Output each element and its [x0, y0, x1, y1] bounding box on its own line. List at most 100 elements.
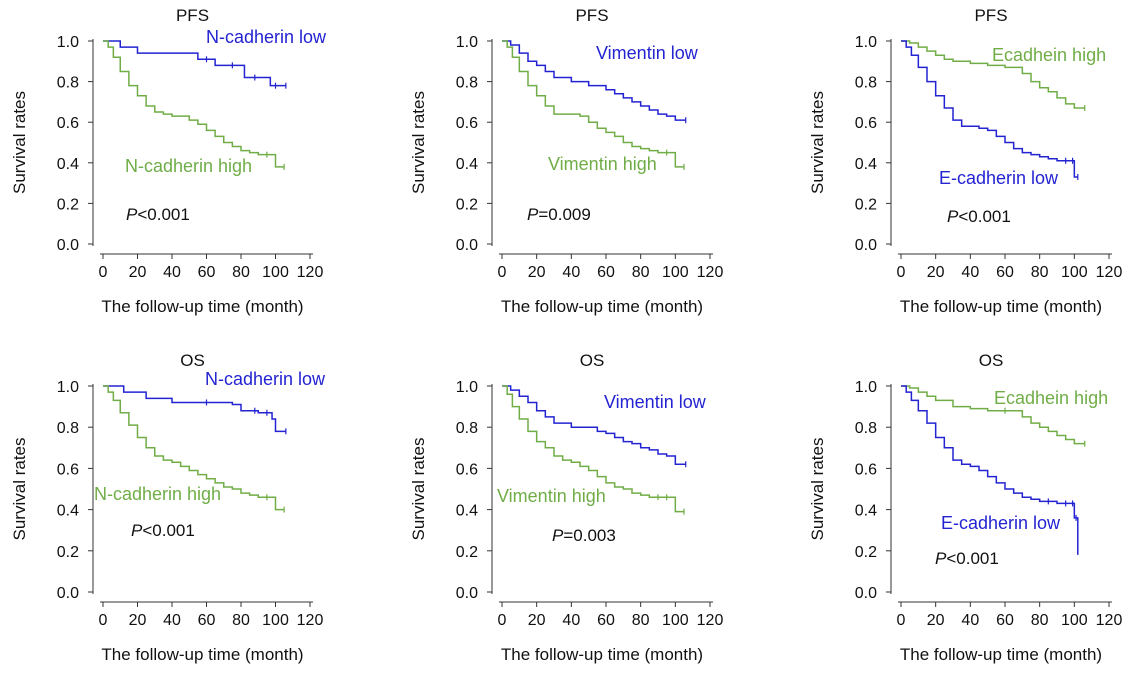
y-tick-label: 1.0 — [57, 34, 79, 51]
x-tick-label: 80 — [1031, 612, 1049, 629]
series-line-n-cadherin-low — [103, 40, 286, 87]
p-value-text: =0.009 — [538, 205, 590, 224]
y-tick-label: 1.0 — [855, 379, 877, 396]
p-value-symbol: P — [552, 526, 564, 545]
y-tick-label: 0.4 — [855, 156, 877, 173]
x-axis-label: The follow-up time (month) — [900, 297, 1102, 316]
p-value-symbol: P — [527, 205, 539, 224]
y-tick-label: 0.4 — [855, 503, 877, 520]
y-tick-label: 0.8 — [57, 420, 79, 437]
chart-title: OS — [979, 351, 1004, 370]
series-line-n-cadherin-high — [103, 385, 285, 511]
p-value-label: P=0.003 — [552, 526, 616, 545]
series-label: N-cadherin high — [94, 484, 221, 504]
x-tick-label: 20 — [528, 612, 546, 629]
p-value-text: <0.001 — [958, 207, 1010, 226]
series-label: E-cadherin low — [941, 513, 1061, 533]
x-tick-label: 40 — [562, 264, 580, 281]
p-value-symbol: P — [935, 549, 947, 568]
chart-title: PFS — [974, 6, 1007, 25]
x-tick-label: 60 — [198, 264, 216, 281]
x-tick-label: 60 — [996, 264, 1014, 281]
x-tick-label: 100 — [262, 612, 289, 629]
x-tick-label: 80 — [232, 612, 250, 629]
x-axis-label: The follow-up time (month) — [501, 297, 703, 316]
x-tick-label: 0 — [99, 612, 108, 629]
y-tick-label: 0.6 — [57, 115, 79, 132]
y-tick-label: 0.6 — [855, 461, 877, 478]
y-tick-label: 0.0 — [855, 585, 877, 602]
x-tick-label: 0 — [99, 264, 108, 281]
chart-title: OS — [580, 351, 605, 370]
x-tick-label: 40 — [961, 612, 979, 629]
x-tick-label: 120 — [1096, 612, 1123, 629]
y-axis-label: Survival rates — [10, 438, 29, 541]
series-line-vimentin-high — [502, 385, 684, 513]
x-tick-label: 40 — [163, 264, 181, 281]
x-tick-label: 120 — [697, 264, 724, 281]
y-tick-label: 0.0 — [57, 237, 79, 254]
x-axis-label: The follow-up time (month) — [101, 645, 303, 664]
series-label: Vimentin low — [596, 43, 699, 63]
x-tick-label: 20 — [927, 612, 945, 629]
y-tick-label: 0.6 — [456, 461, 478, 478]
chart-title: PFS — [575, 6, 608, 25]
x-tick-label: 40 — [562, 612, 580, 629]
chart-panel-3: PFS 0.0 0.2 0.4 0.6 0.8 1.0 0 20 40 60 80 100 120 The … — [808, 6, 1122, 316]
series-line-vimentin-high — [502, 40, 684, 168]
y-tick-label: 0.4 — [57, 503, 79, 520]
y-tick-label: 0.2 — [57, 196, 79, 213]
y-tick-label: 0.8 — [855, 75, 877, 92]
y-axis-label: Survival rates — [409, 438, 428, 541]
p-value-symbol: P — [947, 207, 959, 226]
p-value-text: <0.001 — [137, 205, 189, 224]
y-tick-label: 0.4 — [456, 156, 478, 173]
series-label: N-cadherin high — [125, 156, 252, 176]
series-line-vimentin-low — [502, 385, 686, 466]
series-line-ecadhein-high — [901, 40, 1085, 109]
p-value-symbol: P — [126, 205, 138, 224]
y-tick-label: 0.8 — [57, 75, 79, 92]
y-tick-label: 0.2 — [456, 544, 478, 561]
y-tick-label: 0.6 — [855, 115, 877, 132]
x-tick-label: 120 — [1096, 264, 1123, 281]
chart-panel-6: OS 0.0 0.2 0.4 0.6 0.8 1.0 0 20 40 60 80 100 120 The f… — [808, 351, 1122, 664]
y-tick-label: 1.0 — [57, 379, 79, 396]
y-tick-label: 0.8 — [855, 420, 877, 437]
x-tick-label: 20 — [927, 264, 945, 281]
series-line-vimentin-low — [502, 40, 686, 121]
p-value-symbol: P — [131, 521, 143, 540]
p-value-text: =0.003 — [563, 526, 615, 545]
y-axis-label: Survival rates — [808, 438, 827, 541]
series-label: N-cadherin low — [206, 27, 327, 47]
series-line-n-cadherin-high — [103, 40, 285, 168]
series-label: Vimentin high — [497, 486, 606, 506]
y-axis-label: Survival rates — [10, 91, 29, 194]
y-tick-label: 0.0 — [57, 585, 79, 602]
x-tick-label: 100 — [662, 612, 689, 629]
series-label: N-cadherin low — [205, 369, 326, 389]
y-tick-label: 0.4 — [57, 156, 79, 173]
series-label: E-cadherin low — [939, 168, 1059, 188]
y-tick-label: 0.2 — [456, 196, 478, 213]
x-tick-label: 100 — [1061, 612, 1088, 629]
chart-title: OS — [180, 351, 205, 370]
chart-panel-1: PFS 0.0 0.2 0.4 0.6 0.8 1.0 0 20 40 60 80 100 120 The … — [10, 6, 327, 316]
x-tick-label: 60 — [198, 612, 216, 629]
series-line-e-cadherin-low — [901, 385, 1079, 555]
x-tick-label: 60 — [597, 264, 615, 281]
y-axis-label: Survival rates — [409, 91, 428, 194]
series-label: Ecadhein high — [994, 388, 1108, 408]
series-label: Vimentin low — [604, 392, 707, 412]
x-tick-label: 80 — [632, 264, 650, 281]
x-tick-label: 80 — [632, 612, 650, 629]
series-label: Vimentin high — [548, 154, 657, 174]
x-axis-label: The follow-up time (month) — [101, 297, 303, 316]
x-tick-label: 80 — [1031, 264, 1049, 281]
chart-title: PFS — [176, 6, 209, 25]
x-tick-label: 60 — [996, 612, 1014, 629]
x-tick-label: 0 — [498, 612, 507, 629]
y-axis-label: Survival rates — [808, 91, 827, 194]
x-tick-label: 80 — [232, 264, 250, 281]
